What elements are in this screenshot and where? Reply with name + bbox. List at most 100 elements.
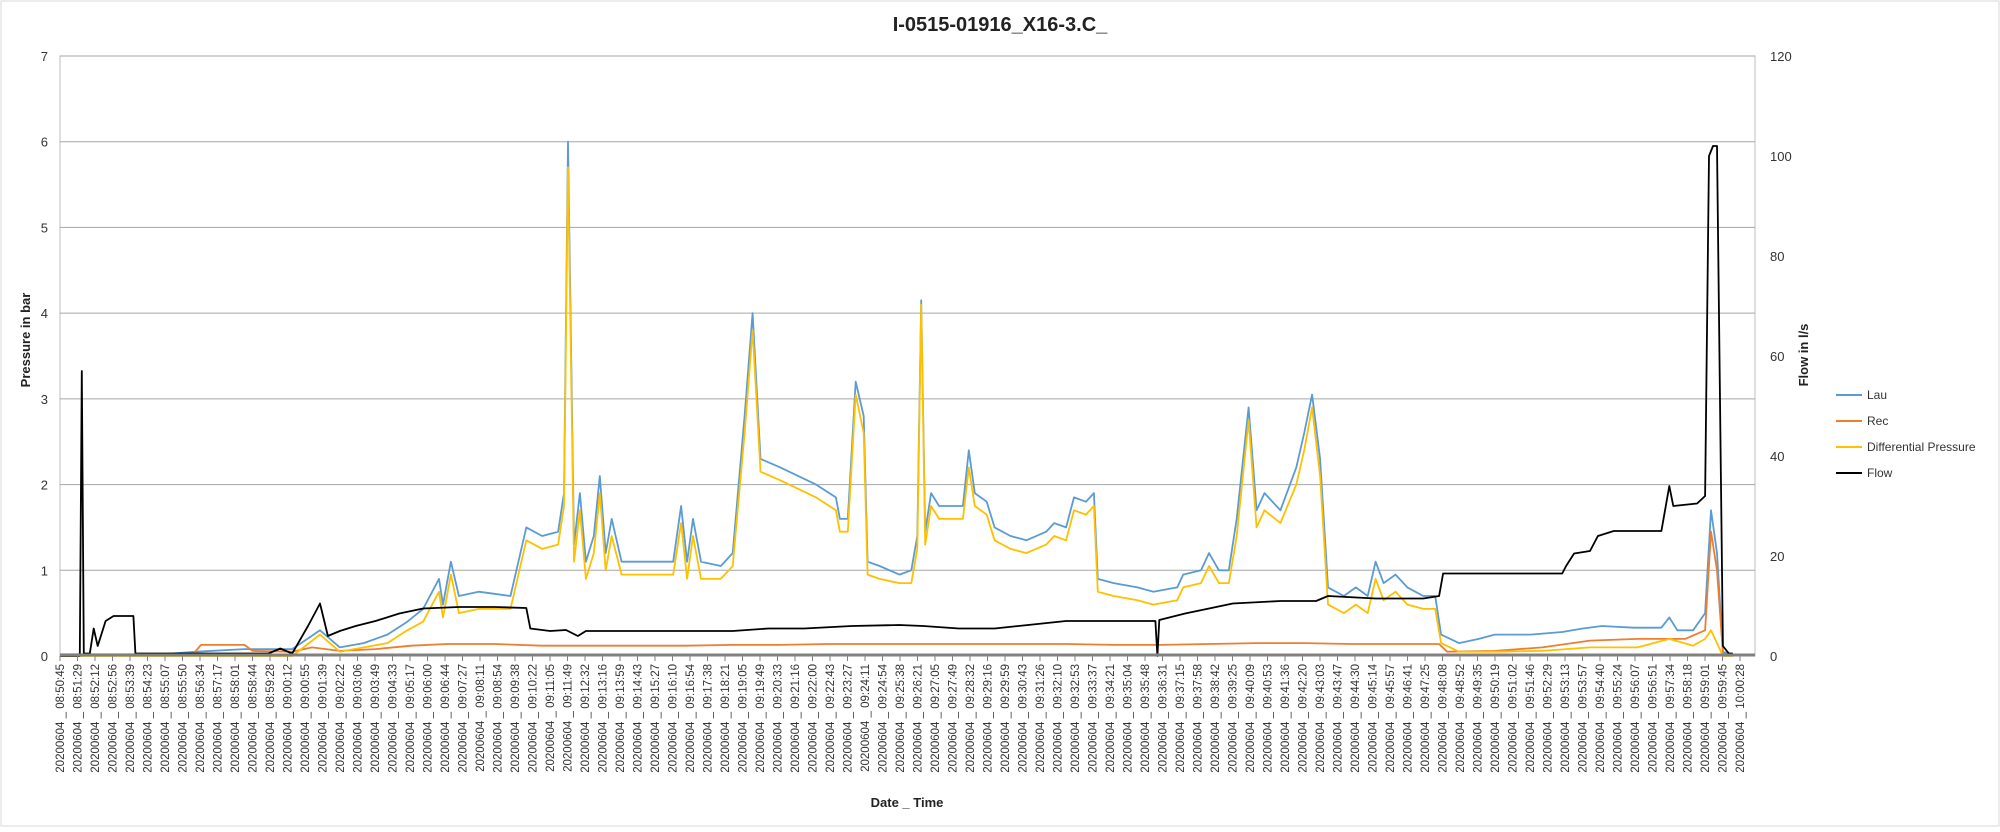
x-tick-label: 20200604 _ 09:51:02 — [1508, 664, 1520, 773]
legend-label: Lau — [1867, 388, 1887, 402]
x-tick-label: 20200604 _ 09:29:59 — [1000, 664, 1012, 773]
x-tick-label: 20200604 _ 08:54:23 — [143, 664, 155, 773]
x-tick-label: 20200604 _ 09:10:22 — [528, 664, 540, 773]
x-tick-label: 20200604 _ 09:37:15 — [1175, 664, 1187, 773]
x-tick-label: 20200604 _ 09:41:36 — [1280, 664, 1292, 773]
x-tick-label: 20200604 _ 09:06:00 — [423, 664, 435, 773]
x-tick-label: 20200604 _ 09:40:53 — [1263, 664, 1275, 773]
x-tick-label: 20200604 _ 09:27:05 — [930, 664, 942, 773]
x-tick-label: 20200604 _ 09:29:16 — [983, 664, 995, 773]
x-tick-label: 20200604 _ 09:23:27 — [843, 664, 855, 773]
y-axis-right-label: Flow in l/s — [1796, 324, 1811, 387]
x-tick-label: 20200604 _ 08:56:34 — [195, 663, 207, 772]
legend-label: Rec — [1867, 414, 1888, 428]
series-line-lau — [60, 140, 1734, 656]
x-tick-label: 20200604 _ 09:08:11 — [475, 664, 487, 772]
x-tick-label: 20200604 _ 09:45:57 — [1385, 664, 1397, 773]
x-tick-label: 20200604 _ 09:31:26 — [1035, 664, 1047, 773]
x-tick-label: 20200604 _ 09:51:46 — [1525, 664, 1537, 773]
x-tick-label: 20200604 _ 09:47:25 — [1420, 664, 1432, 773]
x-tick-label: 20200604 _ 09:09:38 — [510, 664, 522, 773]
x-tick-label: 20200604 _ 09:24:11 — [860, 664, 872, 772]
x-tick-label: 20200604 _ 08:53:39 — [125, 664, 137, 773]
x-tick-label: 20200604 _ 10:00:28 — [1735, 664, 1747, 773]
y-left-tick-label: 7 — [41, 49, 48, 64]
x-tick-label: 20200604 _ 09:32:10 — [1053, 664, 1065, 773]
y-right-tick-label: 60 — [1770, 349, 1784, 364]
x-tick-label: 20200604 _ 09:27:49 — [948, 664, 960, 773]
x-tick-label: 20200604 _ 09:39:25 — [1228, 664, 1240, 773]
y-right-tick-label: 0 — [1770, 649, 1777, 664]
y-right-tick-label: 80 — [1770, 249, 1784, 264]
x-tick-label: 20200604 _ 08:51:29 — [73, 664, 85, 773]
x-tick-label: 20200604 _ 09:32:53 — [1070, 664, 1082, 773]
x-tick-label: 20200604 _ 09:14:43 — [633, 664, 645, 773]
x-tick-label: 20200604 _ 09:43:47 — [1333, 664, 1345, 773]
x-tick-label: 20200604 _ 09:59:01 — [1700, 664, 1712, 773]
x-tick-label: 20200604 _ 09:35:04 — [1123, 663, 1135, 772]
y-right-tick-label: 120 — [1770, 49, 1792, 64]
x-tick-label: 20200604 _ 09:01:39 — [318, 664, 330, 773]
x-tick-label: 20200604 _ 09:34:21 — [1105, 664, 1117, 773]
x-tick-label: 20200604 _ 09:43:03 — [1315, 664, 1327, 773]
x-tick-label: 20200604 _ 09:04:33 — [388, 664, 400, 773]
x-tick-label: 20200604 _ 09:08:54 — [493, 663, 505, 772]
x-tick-label: 20200604 _ 09:45:14 — [1368, 663, 1380, 772]
y-right-tick-label: 40 — [1770, 449, 1784, 464]
x-axis-label: Date _ Time — [871, 795, 944, 810]
y-right-tick-label: 100 — [1770, 149, 1792, 164]
y-left-tick-label: 1 — [41, 563, 48, 578]
x-tick-label: 20200604 _ 09:07:27 — [458, 664, 470, 773]
x-tick-label: 20200604 _ 08:50:45 — [55, 664, 67, 773]
x-tick-label: 20200604 _ 09:40:09 — [1245, 664, 1257, 773]
x-tick-label: 20200604 _ 09:03:06 — [353, 664, 365, 773]
x-tick-label: 20200604 _ 09:50:19 — [1490, 664, 1502, 773]
x-tick-label: 20200604 _ 09:25:38 — [895, 664, 907, 773]
x-tick-label: 20200604 _ 09:16:10 — [668, 664, 680, 773]
x-tick-label: 20200604 _ 09:33:37 — [1088, 664, 1100, 773]
x-tick-label: 20200604 _ 09:52:29 — [1543, 664, 1555, 773]
x-tick-label: 20200604 _ 09:58:18 — [1683, 664, 1695, 773]
x-tick-label: 20200604 _ 09:12:32 — [580, 664, 592, 773]
x-tick-label: 20200604 _ 09:21:16 — [790, 664, 802, 773]
x-tick-label: 20200604 _ 09:55:24 — [1613, 663, 1625, 772]
x-tick-label: 20200604 _ 09:00:55 — [300, 664, 312, 773]
x-tick-label: 20200604 _ 08:57:17 — [213, 664, 225, 773]
x-tick-label: 20200604 _ 09:26:21 — [913, 664, 925, 773]
x-tick-label: 20200604 _ 09:36:31 — [1158, 664, 1170, 773]
x-tick-label: 20200604 _ 09:02:22 — [335, 664, 347, 773]
legend: Lau Rec Differential Pressure Flow — [1836, 388, 1976, 480]
x-tick-label: 20200604 _ 09:19:05 — [738, 664, 750, 773]
axis-layer: 0 1 2 3 4 5 6 7 0 20 40 60 80 100 120 — [41, 49, 1792, 664]
y-left-tick-label: 0 — [41, 649, 48, 664]
x-tick-label: 20200604 _ 09:42:20 — [1298, 664, 1310, 773]
legend-label: Differential Pressure — [1867, 440, 1976, 454]
x-tick-label: 20200604 _ 09:53:13 — [1560, 664, 1572, 773]
x-tick-label: 20200604 _ 08:55:50 — [178, 664, 190, 773]
x-tick-label: 20200604 _ 09:30:43 — [1018, 664, 1030, 773]
x-tick-label: 20200604 _ 09:11:49 — [563, 664, 575, 772]
x-tick-label: 20200604 _ 09:22:43 — [825, 664, 837, 773]
y-left-tick-label: 2 — [41, 478, 48, 493]
x-tick-label: 20200604 _ 09:48:08 — [1438, 664, 1450, 773]
x-tick-label: 20200604 _ 09:18:21 — [720, 664, 732, 773]
x-tick-label: 20200604 _ 08:59:28 — [265, 664, 277, 773]
x-tick-label: 20200604 _ 09:06:44 — [440, 663, 452, 772]
y-right-tick-label: 20 — [1770, 549, 1784, 564]
x-tick-label: 20200604 _ 09:44:30 — [1350, 664, 1362, 773]
x-tick-label: 20200604 _ 08:52:56 — [108, 664, 120, 773]
x-tick-label: 20200604 _ 09:59:45 — [1718, 664, 1730, 773]
x-tick-layer: 20200604 _ 08:50:45 20200604 _ 08:51:29 20… — [55, 656, 1747, 773]
x-tick-label: 20200604 _ 09:57:34 — [1665, 663, 1677, 772]
y-left-tick-label: 6 — [41, 135, 48, 150]
x-tick-label: 20200604 _ 09:53:57 — [1578, 664, 1590, 773]
x-tick-label: 20200604 _ 09:37:58 — [1193, 664, 1205, 773]
x-tick-label: 20200604 _ 09:28:32 — [965, 664, 977, 773]
y-axis-left-label: Pressure in bar — [18, 293, 33, 388]
x-tick-label: 20200604 _ 09:11:05 — [545, 664, 557, 772]
y-left-tick-label: 4 — [41, 306, 48, 321]
